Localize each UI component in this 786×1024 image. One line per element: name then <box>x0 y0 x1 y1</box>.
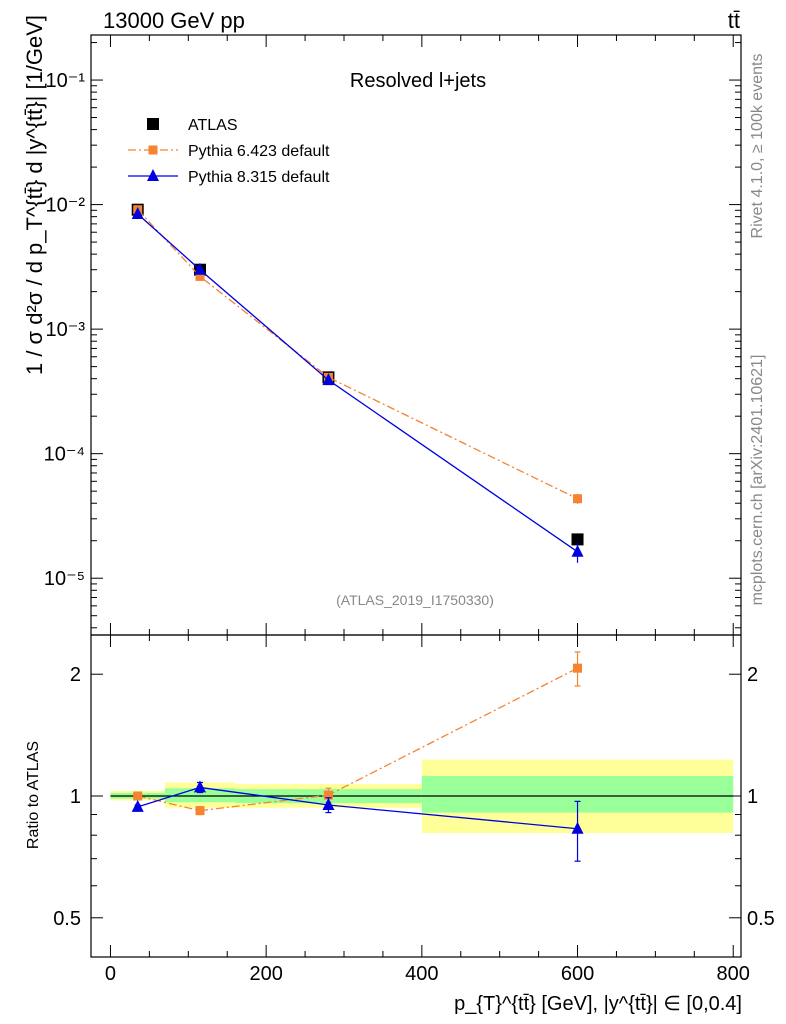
legend-label-pythia-6-423-default: Pythia 6.423 default <box>188 143 330 160</box>
x-tick-label-0: 0 <box>105 963 116 985</box>
ratio-panel: 2 2 1 1 0.5 0.5 0 200 400 600 800 Ratio to ATLAS p… <box>25 634 775 1015</box>
x-tick-label-3: 600 <box>561 963 594 985</box>
main-point-pythia-6-423-default-1 <box>195 271 205 281</box>
main-point-atlas-3 <box>571 533 584 546</box>
main-y-tick-label-3: 10⁻⁴ <box>44 444 85 466</box>
ratio-band-green-1 <box>164 788 236 803</box>
ratio-y-tick-label-left-1: 1 <box>70 786 81 808</box>
main-y-tick-label-1: 10⁻² <box>46 195 86 217</box>
main-y-axis-label: 1 / σ d²σ / d p_T^{tt̄} d |y^{tt̄}| [1/G… <box>22 15 47 375</box>
analysis-watermark: (ATLAS_2019_I1750330) <box>336 592 494 608</box>
main-point-pythia-8-315-default-2 <box>322 373 335 386</box>
main-point-pythia-8-315-default-0 <box>131 207 144 220</box>
ratio-point-pythia-6-423-default-2 <box>323 790 333 800</box>
main-title: Resolved l+jets <box>350 70 486 92</box>
main-point-pythia-8-315-default-3 <box>571 544 584 557</box>
x-tick-label-1: 200 <box>249 963 282 985</box>
ratio-y-axis-label: Ratio to ATLAS <box>25 741 42 849</box>
header-right: tt̄ <box>728 8 740 33</box>
ratio-point-pythia-8-315-default-1 <box>193 780 206 793</box>
ratio-point-pythia-6-423-default-0 <box>133 791 143 801</box>
ratio-y-tick-label-right-1: 1 <box>747 786 758 808</box>
ratio-point-pythia-8-315-default-3 <box>571 821 584 834</box>
x-axis-label: p_{T}^{tt̄} [GeV], |y^{tt̄}| ∈ [0,0.4] <box>454 993 742 1015</box>
legend-marker-pythia-6-423-default <box>148 145 158 155</box>
ratio-y-tick-label-left-2: 0.5 <box>53 908 81 930</box>
legend-label-pythia-8-315-default: Pythia 8.315 default <box>188 169 330 186</box>
main-point-pythia-8-315-default-1 <box>193 262 206 275</box>
main-point-pythia-6-423-default-3 <box>573 494 583 504</box>
main-y-tick-label-2: 10⁻³ <box>46 319 86 341</box>
main-plot-area <box>131 203 584 563</box>
x-tick-label-4: 800 <box>717 963 750 985</box>
legend: ATLAS Pythia 6.423 default Pythia 8.315 de… <box>128 117 330 186</box>
ratio-point-pythia-8-315-default-0 <box>131 799 144 812</box>
main-panel: 10⁻¹ 10⁻² 10⁻³ 10⁻⁴ 10⁻⁵ Resolved l+jets (AT… <box>22 15 742 636</box>
main-line-pythia-6-423-default <box>137 209 578 500</box>
ratio-plot-area <box>110 651 734 862</box>
legend-marker-pythia-8-315-default <box>147 169 159 181</box>
ratio-line-pythia-6-423-default <box>137 667 578 812</box>
ratio-point-pythia-6-423-default-1 <box>195 806 205 816</box>
legend-marker-atlas <box>147 118 159 130</box>
x-tick-label-2: 400 <box>405 963 438 985</box>
main-line-pythia-8-315-default <box>137 213 578 553</box>
ratio-axes: 2 2 1 1 0.5 0.5 0 200 400 600 800 <box>53 635 775 985</box>
ratio-y-tick-label-left-0: 2 <box>70 664 81 686</box>
header-left: 13000 GeV pp <box>103 8 245 33</box>
ratio-line-pythia-8-315-default <box>137 786 578 830</box>
main-y-tick-label-0: 10⁻¹ <box>46 70 86 92</box>
ratio-y-tick-label-right-0: 2 <box>747 664 758 686</box>
main-y-tick-label-4: 10⁻⁵ <box>44 568 85 590</box>
mcplots-label: mcplots.cern.ch [arXiv:2401.10621] <box>749 355 766 606</box>
legend-label-atlas: ATLAS <box>188 117 238 134</box>
ratio-point-pythia-8-315-default-2 <box>322 798 335 811</box>
main-axes: 10⁻¹ 10⁻² 10⁻³ 10⁻⁴ 10⁻⁵ <box>44 35 741 635</box>
rivet-label: Rivet 4.1.0, ≥ 100k events <box>749 54 766 239</box>
ratio-point-pythia-6-423-default-3 <box>573 663 583 673</box>
ratio-y-tick-label-right-2: 0.5 <box>747 908 775 930</box>
